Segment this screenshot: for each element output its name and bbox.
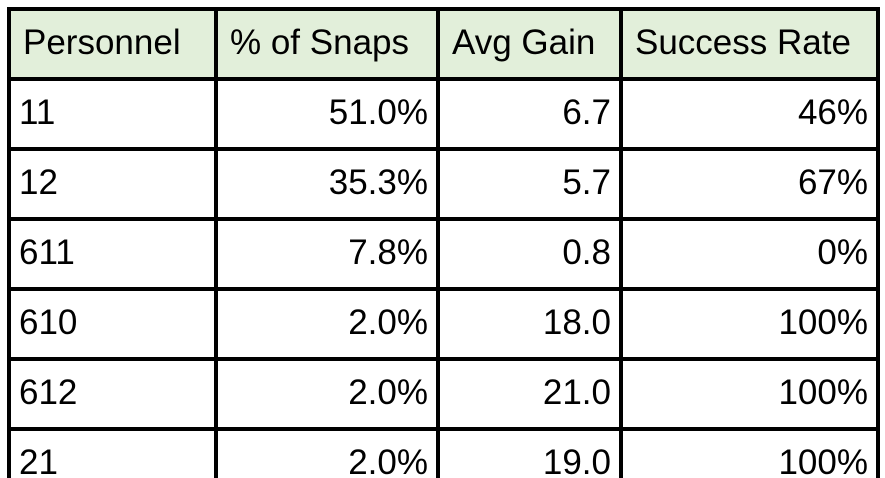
- table-row: 11 51.0% 6.7 46%: [7, 77, 880, 151]
- cell-success-rate: 46%: [619, 77, 880, 151]
- cell-personnel: 612: [7, 357, 218, 431]
- cell-avg-gain: 6.7: [436, 77, 623, 151]
- cell-avg-gain: 21.0: [436, 357, 623, 431]
- cell-pct-of-snaps: 2.0%: [214, 357, 440, 431]
- table-row: 611 7.8% 0.8 0%: [7, 217, 880, 291]
- cell-success-rate: 100%: [619, 357, 880, 431]
- cell-success-rate: 100%: [619, 287, 880, 361]
- header-row: Personnel % of Snaps Avg Gain Success Ra…: [7, 7, 880, 81]
- table-row: 610 2.0% 18.0 100%: [7, 287, 880, 361]
- cell-success-rate: 67%: [619, 147, 880, 221]
- cell-pct-of-snaps: 7.8%: [214, 217, 440, 291]
- cell-pct-of-snaps: 35.3%: [214, 147, 440, 221]
- cell-pct-of-snaps: 2.0%: [214, 287, 440, 361]
- column-header-pct-of-snaps: % of Snaps: [214, 7, 440, 81]
- column-header-avg-gain: Avg Gain: [436, 7, 623, 81]
- cell-avg-gain: 5.7: [436, 147, 623, 221]
- cell-personnel: 12: [7, 147, 218, 221]
- cell-personnel: 610: [7, 287, 218, 361]
- table-row: 21 2.0% 19.0 100%: [7, 427, 880, 478]
- cell-pct-of-snaps: 2.0%: [214, 427, 440, 478]
- cell-avg-gain: 18.0: [436, 287, 623, 361]
- cell-success-rate: 0%: [619, 217, 880, 291]
- cell-success-rate: 100%: [619, 427, 880, 478]
- cell-pct-of-snaps: 51.0%: [214, 77, 440, 151]
- table-row: 12 35.3% 5.7 67%: [7, 147, 880, 221]
- cell-avg-gain: 19.0: [436, 427, 623, 478]
- cell-avg-gain: 0.8: [436, 217, 623, 291]
- personnel-stats-table: Personnel % of Snaps Avg Gain Success Ra…: [7, 7, 880, 478]
- cell-personnel: 21: [7, 427, 218, 478]
- cell-personnel: 611: [7, 217, 218, 291]
- column-header-success-rate: Success Rate: [619, 7, 880, 81]
- cell-personnel: 11: [7, 77, 218, 151]
- column-header-personnel: Personnel: [7, 7, 218, 81]
- table-row: 612 2.0% 21.0 100%: [7, 357, 880, 431]
